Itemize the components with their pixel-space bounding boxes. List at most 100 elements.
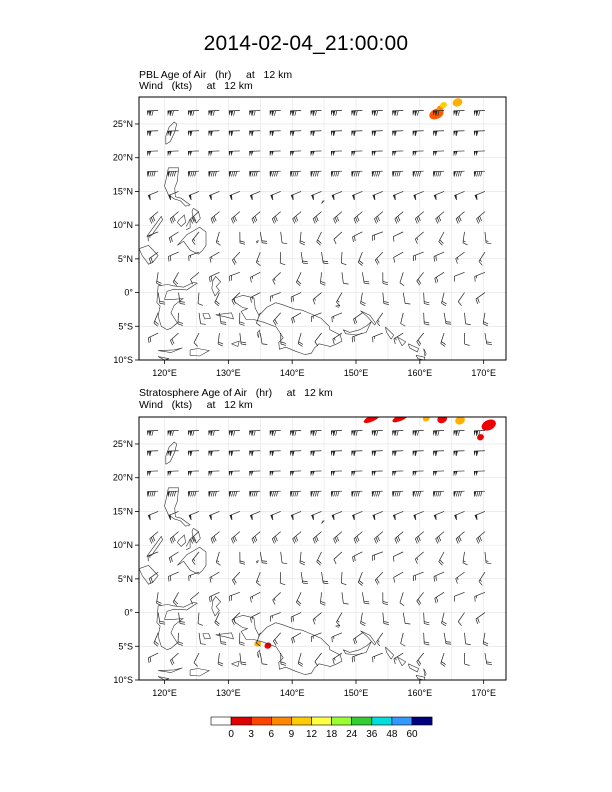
coastline	[256, 240, 259, 244]
coastline	[191, 528, 201, 544]
lon-tick-label: 150°E	[344, 688, 369, 698]
wind-barb	[455, 571, 465, 584]
coastline	[211, 595, 222, 617]
wind-barb	[435, 211, 445, 224]
wind-barb	[311, 511, 322, 521]
wind-barb	[433, 430, 445, 436]
lat-tick-label: 5°S	[118, 321, 133, 331]
wind-barb	[438, 551, 445, 566]
coastline	[415, 675, 426, 680]
wind-barb	[414, 531, 424, 544]
wind-barb	[374, 571, 384, 585]
wind-barb	[357, 251, 364, 266]
wind-barb	[453, 470, 465, 477]
coastline	[165, 121, 178, 145]
wind-barb	[290, 170, 302, 177]
wind-barb	[360, 292, 366, 307]
wind-barb	[147, 551, 159, 562]
wind-barb	[231, 612, 241, 625]
wind-barb	[259, 551, 268, 564]
wind-barb	[434, 272, 445, 284]
wind-barb	[412, 170, 424, 177]
wind-barb	[280, 231, 288, 245]
lon-tick-label: 140°E	[280, 688, 305, 698]
colorbar-cell	[351, 716, 373, 726]
wind-barb	[168, 511, 179, 521]
wind-barb	[187, 150, 200, 157]
wind-barb	[232, 571, 241, 585]
coastline	[215, 632, 234, 640]
wind-barb	[228, 450, 240, 457]
wind-barb	[290, 450, 302, 457]
coastline	[423, 348, 427, 357]
wind-barb	[147, 170, 159, 177]
wind-barb	[270, 612, 281, 622]
wind-barb	[333, 531, 343, 544]
wind-barb	[188, 511, 200, 521]
wind-barb	[341, 592, 349, 605]
wind-barb	[191, 551, 200, 565]
wind-barb	[153, 312, 159, 327]
panel1-subtitle-line1: PBL Age of Air (hr) at 12 km	[139, 69, 293, 81]
coastline	[156, 602, 198, 651]
wind-barb	[433, 490, 445, 497]
wind-barb	[484, 652, 492, 665]
wind-barb	[393, 571, 404, 583]
wind-barb	[147, 130, 159, 137]
wind-barb	[167, 430, 179, 436]
wind-barb	[249, 110, 261, 116]
wind-barb	[352, 231, 363, 242]
coastline	[231, 340, 240, 347]
coastline	[321, 520, 325, 524]
wind-barb	[193, 332, 200, 347]
wind-barb	[310, 430, 322, 436]
coastline	[234, 614, 343, 675]
wind-barb	[372, 551, 383, 561]
wind-barb	[362, 592, 370, 605]
wind-barb	[382, 592, 388, 606]
wind-barb	[168, 191, 179, 201]
wind-barb	[372, 231, 383, 241]
wind-barb	[280, 333, 287, 346]
wind-barb	[292, 211, 302, 224]
wind-barb	[208, 110, 220, 116]
wind-barb	[399, 592, 405, 607]
wind-barb	[457, 612, 465, 626]
wind-barb	[374, 251, 384, 265]
wind-barb	[372, 511, 383, 521]
wind-barb	[249, 130, 261, 137]
wind-barb	[269, 130, 281, 137]
wind-barb	[290, 110, 302, 116]
wind-barb	[331, 511, 343, 521]
wind-barb	[371, 110, 383, 116]
wind-barb	[433, 470, 445, 477]
wind-barb	[167, 150, 179, 157]
coastline	[360, 310, 377, 326]
wind-barb	[330, 430, 342, 436]
wind-barb	[290, 292, 302, 303]
lat-tick-label: 5°N	[118, 254, 133, 264]
wind-barb	[210, 531, 220, 544]
wind-barb	[299, 231, 306, 246]
wind-barb	[168, 231, 179, 243]
coastline	[385, 326, 395, 340]
coastline	[189, 348, 211, 357]
wind-barb	[434, 592, 445, 604]
coastline	[158, 347, 183, 353]
colorbar-label: 48	[386, 729, 398, 740]
wind-barb	[291, 312, 302, 324]
wind-barb	[333, 211, 343, 224]
coastline	[342, 321, 372, 336]
wind-barb	[341, 272, 349, 285]
lat-tick-label: 25°N	[113, 119, 133, 129]
wind-barb	[188, 251, 200, 262]
wind-barb	[250, 612, 261, 623]
wind-barb	[228, 470, 240, 477]
age-shading	[452, 98, 463, 107]
wind-barb	[433, 150, 445, 157]
coastline	[360, 630, 377, 646]
wind-barb	[372, 191, 383, 201]
wind-barb	[300, 252, 308, 265]
wind-barb	[147, 450, 159, 457]
wind-barb	[292, 531, 302, 544]
